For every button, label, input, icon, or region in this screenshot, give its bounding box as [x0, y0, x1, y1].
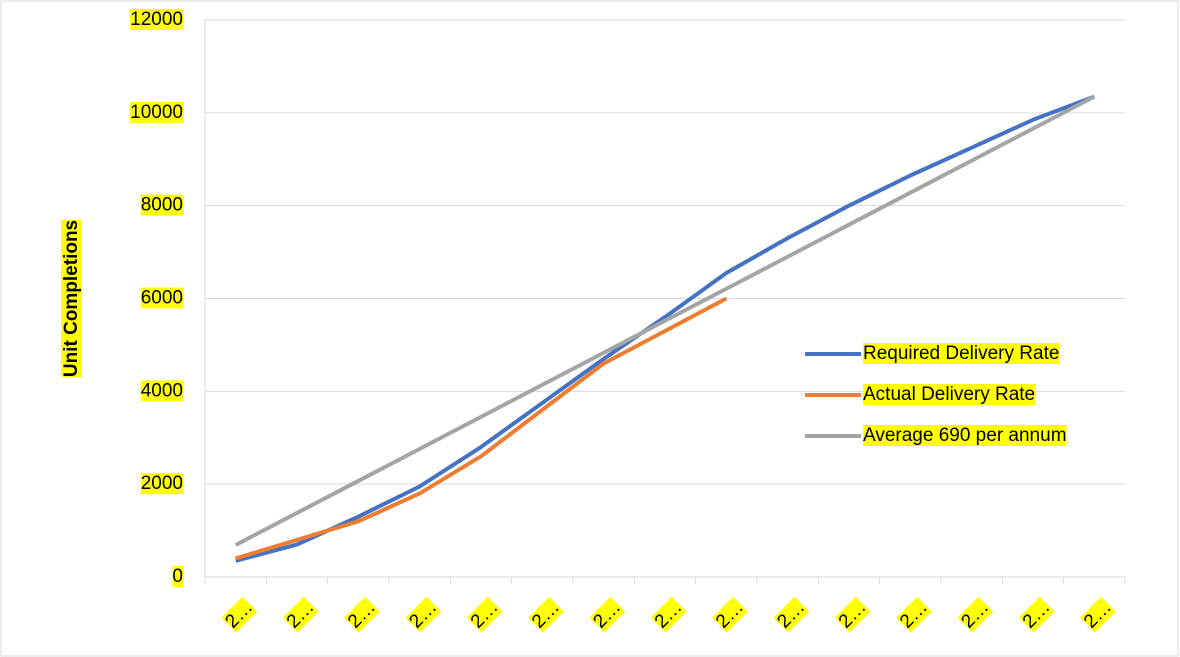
- y-tick-label: 6000: [141, 288, 183, 309]
- label-highlight: [140, 194, 183, 216]
- label-highlight: [172, 566, 183, 588]
- y-tick-label: 0: [172, 566, 183, 587]
- label-highlight: [1018, 596, 1055, 633]
- label-highlight: [140, 473, 183, 495]
- label-highlight: [863, 343, 1060, 365]
- label-highlight: [466, 596, 503, 633]
- label-highlight: [130, 9, 183, 31]
- label-highlight: [140, 287, 183, 309]
- label-highlight: [863, 384, 1036, 406]
- label-highlight: [834, 596, 871, 633]
- label-highlight: [130, 101, 183, 123]
- y-tick-label: 8000: [141, 195, 183, 216]
- y-tick-label: 10000: [130, 102, 183, 123]
- label-highlight: [896, 596, 932, 633]
- y-tick-label: 2000: [141, 473, 183, 494]
- legend-label: Actual Delivery Rate: [863, 384, 1035, 405]
- label-highlight: [528, 596, 564, 633]
- label-highlight: [589, 596, 626, 633]
- label-highlight: [863, 425, 1067, 447]
- label-highlight: [282, 596, 319, 633]
- label-highlight: [650, 596, 687, 633]
- label-highlight: [773, 596, 810, 633]
- label-highlight: [712, 596, 748, 633]
- label-highlight: [957, 596, 994, 633]
- label-highlight: [344, 596, 380, 633]
- label-highlight: [405, 596, 442, 633]
- y-tick-label: 12000: [130, 9, 183, 30]
- label-highlight: [140, 380, 183, 402]
- legend-label: Average 690 per annum: [863, 425, 1067, 446]
- series-line: [234, 94, 1096, 547]
- label-highlight: [61, 219, 83, 378]
- series-line: [235, 296, 728, 561]
- series-line: [235, 94, 1096, 563]
- label-highlight: [221, 596, 258, 633]
- legend-label: Required Delivery Rate: [863, 343, 1059, 364]
- label-highlight: [1080, 596, 1116, 633]
- y-axis-label: Unit Completions: [61, 220, 82, 377]
- y-tick-label: 4000: [141, 380, 183, 401]
